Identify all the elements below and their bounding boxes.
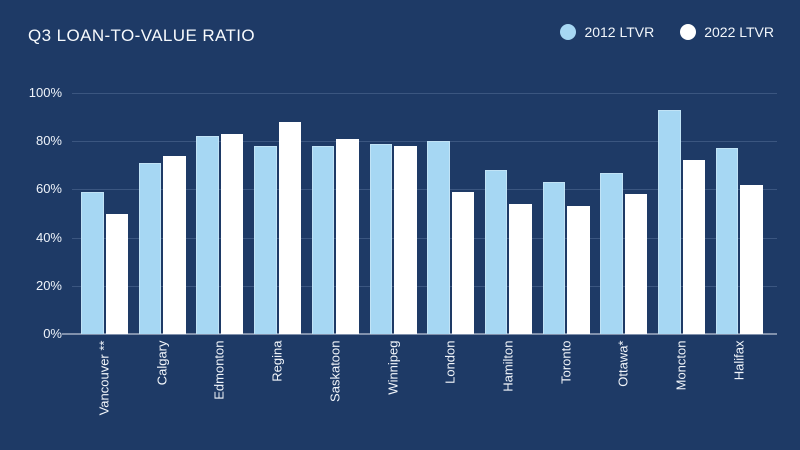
bar-2012-12[interactable]	[715, 148, 739, 334]
x-tick-label: Halifax	[731, 340, 747, 380]
bar-2022-11[interactable]	[682, 160, 705, 334]
grid-line	[72, 93, 777, 94]
bar-2012-8[interactable]	[484, 170, 508, 334]
bar-2022-7[interactable]	[451, 191, 475, 334]
x-tick-label: Saskatoon	[327, 340, 343, 402]
bar-group-halifax	[715, 93, 763, 334]
bar-group-toronto	[542, 93, 590, 334]
bar-2012-5[interactable]	[311, 146, 335, 334]
page-title: Q3 LOAN-TO-VALUE RATIO	[28, 26, 256, 45]
bar-2022-9[interactable]	[567, 206, 590, 334]
y-tick-label: 100%	[28, 85, 62, 100]
legend-swatch-2012-icon	[560, 24, 577, 40]
x-tick-label: Winnipeg	[385, 340, 400, 395]
bar-2022-4[interactable]	[278, 121, 302, 334]
bar-2012-11[interactable]	[658, 109, 681, 334]
bar-group-regina	[254, 93, 302, 334]
x-tick-label: Edmonton	[211, 340, 227, 400]
bar-2022-8[interactable]	[509, 203, 532, 334]
bar-2012-4[interactable]	[254, 146, 277, 334]
bar-2012-9[interactable]	[542, 182, 566, 334]
axis-baseline	[62, 333, 777, 335]
x-tick-label: Hamilton	[500, 340, 516, 392]
bar-group-vancouver	[81, 93, 128, 334]
grid-line	[72, 237, 777, 239]
bar-2022-10[interactable]	[624, 194, 648, 334]
legend-label-2022: 2022 LTVR	[704, 24, 774, 40]
bar-2012-6[interactable]	[369, 143, 392, 334]
bar-2012-2[interactable]	[138, 162, 162, 334]
bar-2022-3[interactable]	[220, 133, 244, 334]
y-tick-label: 0%	[43, 326, 62, 341]
bar-2022-6[interactable]	[394, 146, 417, 334]
bar-2012-1[interactable]	[81, 191, 104, 334]
x-tick-label: London	[442, 340, 458, 384]
legend-swatch-2022-icon	[680, 24, 697, 40]
x-tick-label: Toronto	[558, 340, 574, 384]
bar-group-hamilton	[484, 93, 532, 334]
bar-2022-12[interactable]	[740, 184, 763, 334]
x-tick-label: Moncton	[673, 340, 689, 390]
y-tick-label: 40%	[35, 229, 62, 245]
bar-2022-5[interactable]	[336, 138, 359, 334]
plot-area	[62, 93, 777, 335]
x-tick-label: Regina	[269, 340, 285, 382]
legend-item-2012[interactable]: 2012 LTVR	[560, 24, 654, 40]
x-tick-label: Calgary	[154, 340, 170, 385]
legend-item-2022[interactable]: 2022 LTVR	[680, 24, 774, 40]
grid-line	[72, 189, 777, 191]
x-tick-label: Ottawa*	[615, 340, 631, 387]
y-axis-labels: 0% 20% 40% 60% 80% 100%	[0, 0, 62, 450]
grid-line	[72, 285, 777, 287]
x-tick-label: Vancouver **	[96, 340, 112, 415]
bar-2012-3[interactable]	[196, 136, 219, 334]
y-tick-label: 20%	[35, 277, 62, 293]
bar-group-ottawa	[600, 93, 648, 334]
y-tick-label: 80%	[35, 133, 62, 149]
bar-2022-2[interactable]	[163, 155, 186, 334]
bar-group-edmonton	[196, 93, 244, 334]
bar-group-calgary	[138, 93, 186, 334]
bar-group-london	[427, 93, 475, 334]
bar-group-winnipeg	[369, 93, 417, 334]
legend-label-2012: 2012 LTVR	[584, 24, 655, 40]
y-tick-label: 60%	[35, 181, 62, 197]
bar-2012-7[interactable]	[427, 141, 450, 334]
bar-2012-10[interactable]	[600, 172, 623, 334]
bar-group-saskatoon	[311, 93, 359, 334]
grid-line	[72, 141, 777, 143]
legend: 2012 LTVR 2022 LTVR	[560, 24, 774, 40]
bar-group-moncton	[658, 93, 705, 334]
bar-2022-1[interactable]	[105, 213, 128, 334]
